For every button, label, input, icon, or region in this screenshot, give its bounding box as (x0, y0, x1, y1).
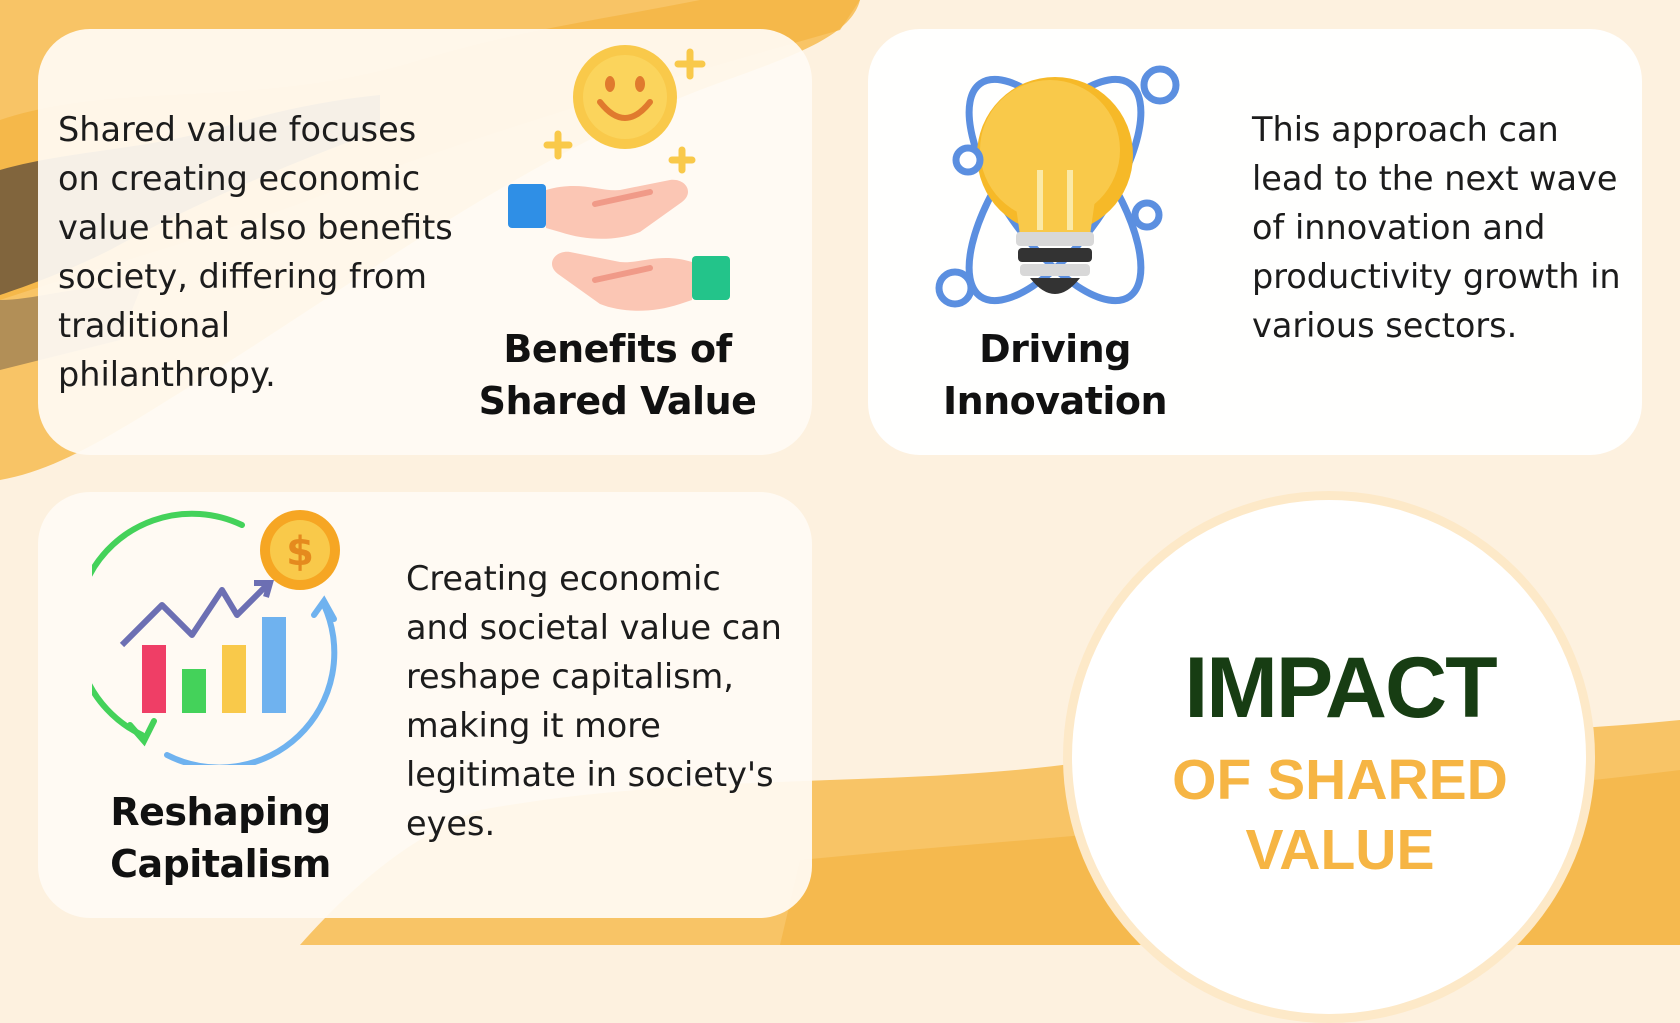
innovation-card (868, 29, 1642, 455)
benefits-title: Benefits of Shared Value (478, 327, 757, 423)
smiley-hands-icon (508, 45, 730, 311)
impact-subheading: OF SHARED VALUE (1172, 748, 1508, 882)
heading-circle (1063, 491, 1595, 1023)
innovation-description: This approach can lead to the next wave … (1252, 110, 1621, 345)
innovation-title: Driving Innovation (942, 327, 1168, 423)
benefits-card (38, 29, 812, 455)
capitalism-card (38, 492, 812, 918)
impact-heading: IMPACT (1184, 640, 1497, 736)
lightbulb-atom-icon (935, 65, 1180, 308)
benefits-description: Shared value focuses on creating economi… (58, 110, 453, 394)
dollar-sign-icon: $ (286, 529, 314, 575)
capitalism-description: Creating economic and societal value can… (406, 559, 782, 843)
capitalism-title: Reshaping Capitalism (110, 790, 331, 886)
growth-chart-dollar-icon: $ (92, 510, 340, 765)
